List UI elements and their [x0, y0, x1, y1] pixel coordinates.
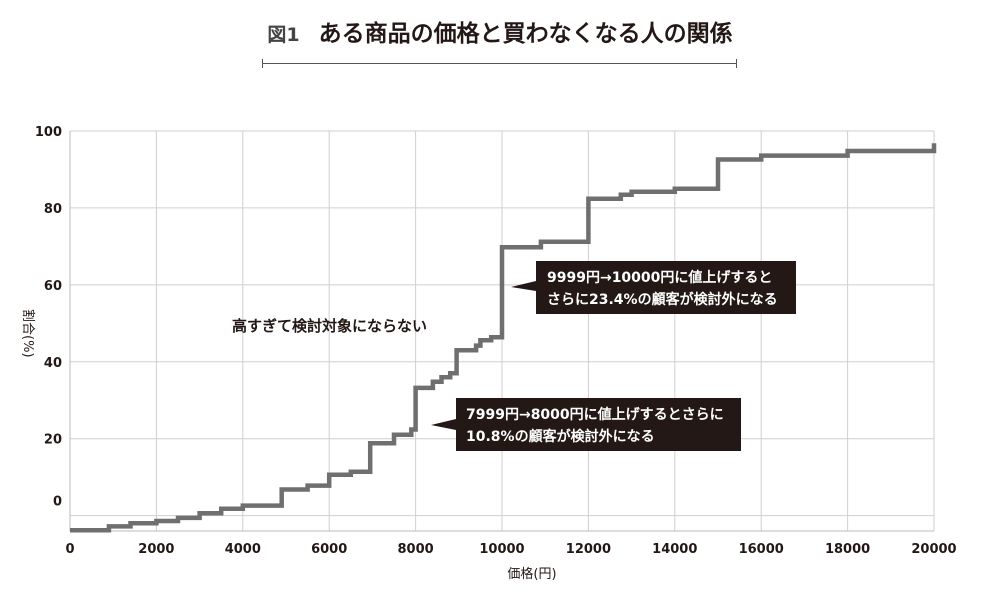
callout-8000-line1: 7999円→8000円に値上げするとさらに — [466, 406, 724, 423]
x-tick-label-8000: 8000 — [398, 542, 434, 557]
x-tick-label-4000: 4000 — [225, 542, 261, 557]
y-tick-label-40: 40 — [44, 356, 62, 371]
y-axis-label: 割合(%) — [20, 309, 36, 358]
annotation-too-expensive: 高すぎて検討対象にならない — [232, 317, 427, 335]
callout-10000-box — [511, 261, 796, 314]
x-tick-label-0: 0 — [65, 542, 74, 557]
y-tick-label-0: 0 — [53, 495, 62, 510]
y-tick-label-80: 80 — [44, 202, 62, 217]
y-tick-label-60: 60 — [44, 279, 62, 294]
x-tick-label-12000: 12000 — [566, 542, 611, 557]
callout-8000-line2: 10.8%の顧客が検討外になる — [466, 428, 655, 445]
callout-8000-box — [431, 398, 741, 451]
series-line — [70, 143, 937, 533]
callout-8000: 7999円→8000円に値上げするとさらに 10.8%の顧客が検討外になる — [431, 398, 741, 451]
y-tick-label-20: 20 — [44, 433, 62, 448]
x-tick-label-2000: 2000 — [138, 542, 174, 557]
y-tick-label-100: 100 — [35, 125, 62, 140]
x-tick-label-18000: 18000 — [825, 542, 870, 557]
figure-title: ある商品の価格と買わなくなる人の関係 — [318, 21, 733, 47]
x-tick-label-14000: 14000 — [652, 542, 697, 557]
title-underline — [262, 59, 737, 68]
axis-ticks: 0 2000 4000 6000 8000 10000 12000 14000 16000 180… — [35, 125, 957, 557]
figure-number: 図1 — [267, 24, 300, 46]
x-tick-label-10000: 10000 — [479, 542, 524, 557]
callout-10000-line2: さらに23.4%の顧客が検討外になる — [547, 291, 778, 308]
chart-title: 図1 ある商品の価格と買わなくなる人の関係 — [0, 14, 1000, 48]
x-tick-label-20000: 20000 — [911, 542, 956, 557]
callout-10000-line1: 9999円→10000円に値上げすると — [547, 269, 772, 286]
x-axis-label: 価格(円) — [507, 566, 556, 582]
x-tick-label-6000: 6000 — [311, 542, 347, 557]
x-tick-label-16000: 16000 — [739, 542, 784, 557]
callout-10000: 9999円→10000円に値上げすると さらに23.4%の顧客が検討外になる — [511, 261, 796, 314]
